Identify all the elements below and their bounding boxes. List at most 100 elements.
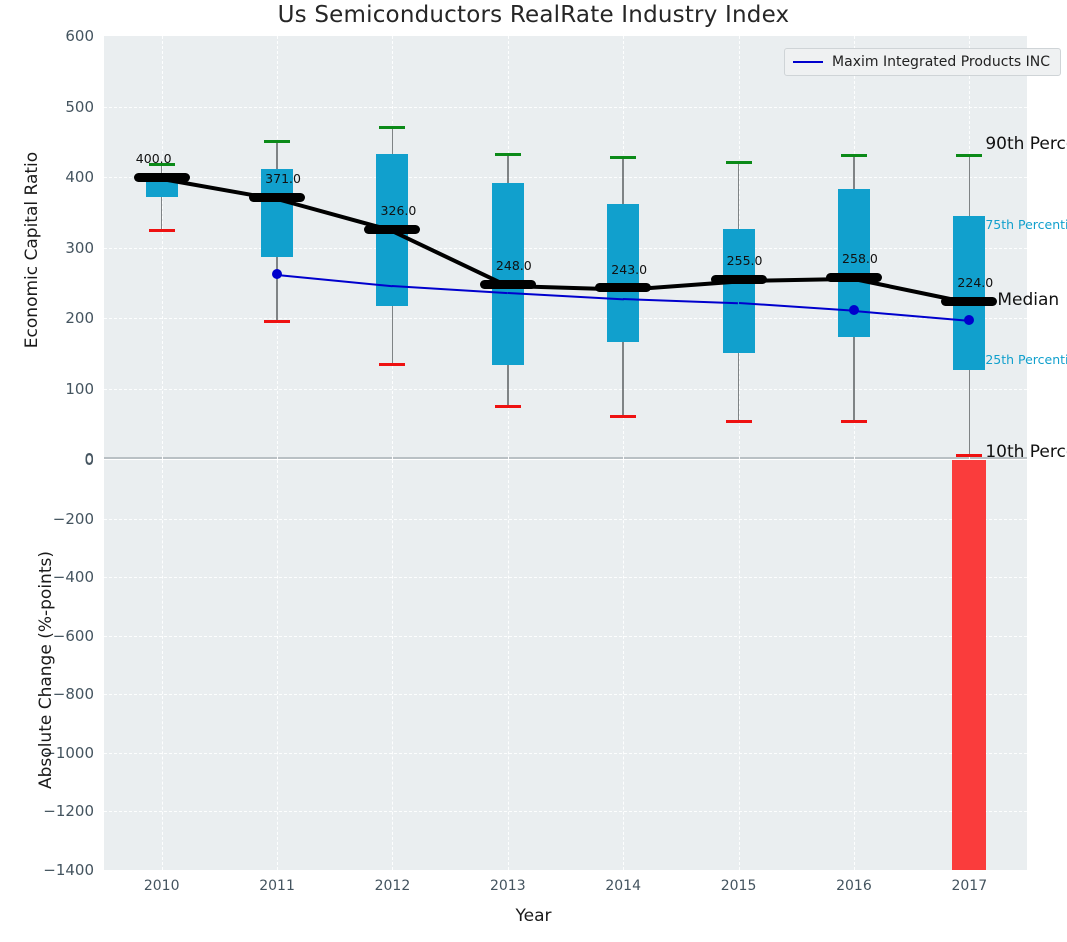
y-tick-label: −400 (52, 568, 94, 587)
panel-divider (104, 457, 1027, 459)
cap-10th-2012 (379, 363, 406, 367)
y-tick-label: −200 (52, 509, 94, 528)
legend[interactable]: Maxim Integrated Products INC (784, 48, 1061, 76)
panel-absolute-change (104, 460, 1027, 870)
cap-90th-2012 (379, 126, 406, 130)
cap-90th-2014 (610, 155, 637, 159)
chart-title: Us Semiconductors RealRate Industry Inde… (277, 2, 790, 28)
median-value-label-2014: 243.0 (611, 261, 648, 277)
annotation-median: Median (997, 290, 1060, 311)
y-tick-label: 200 (65, 309, 94, 327)
median-value-label-2015: 255.0 (726, 253, 763, 269)
y-tick-label: 400 (65, 168, 94, 186)
median-bar-2017 (941, 296, 998, 306)
median-bar-2013 (479, 279, 536, 289)
cap-90th-2013 (494, 152, 521, 156)
gridline-h (104, 694, 1027, 696)
x-tick-label-2014: 2014 (605, 878, 642, 894)
annotation-75th-percentile: 75th Percentile (985, 216, 1067, 232)
x-axis-label: Year (515, 906, 552, 926)
gridline-h (104, 388, 1027, 390)
box-2015 (722, 229, 755, 354)
company-line-marker (964, 315, 975, 326)
median-value-label-2011: 371.0 (265, 171, 301, 187)
y-axis-label-bottom: Absolute Change (%-points) (36, 551, 56, 789)
x-tick-label-2011: 2011 (259, 878, 295, 894)
gridline-v (277, 460, 279, 870)
x-tick-label-2015: 2015 (720, 878, 757, 894)
cap-10th-2015 (725, 420, 752, 424)
cap-90th-2011 (264, 140, 291, 144)
gridline-h (104, 318, 1027, 319)
annotation-25th-percentile: 25th Percentile (985, 352, 1067, 368)
company-line-marker (272, 268, 283, 279)
gridline-v (853, 460, 855, 870)
box-2011 (261, 169, 294, 257)
annotation-90th-percentile: 90th Percentile (985, 133, 1067, 154)
legend-label-company: Maxim Integrated Products INC (832, 54, 1050, 70)
cap-10th-2010 (148, 229, 175, 233)
gridline-h (104, 177, 1027, 178)
y-tick-label: 100 (65, 379, 94, 398)
gridline-h (104, 870, 1027, 871)
y-tick-label: −1400 (43, 861, 94, 879)
x-tick-label-2013: 2013 (489, 878, 526, 894)
gridline-v (161, 36, 163, 459)
whisker-2010 (160, 164, 163, 231)
cap-90th-2017 (956, 154, 983, 158)
median-bar-2012 (364, 224, 421, 234)
cap-90th-2016 (840, 154, 867, 158)
cap-10th-2011 (264, 320, 291, 324)
y-tick-label: 500 (65, 97, 94, 116)
median-bar-2014 (595, 283, 652, 293)
gridline-h (104, 247, 1027, 249)
x-tick-label-2010: 2010 (143, 878, 180, 894)
legend-swatch-company (793, 61, 824, 63)
cap-10th-2014 (610, 415, 637, 419)
cap-10th-2016 (840, 420, 867, 424)
box-2014 (607, 203, 640, 342)
gridline-v (392, 460, 394, 870)
median-value-label-2012: 326.0 (380, 203, 417, 219)
median-value-label-2017: 224.0 (957, 275, 994, 291)
median-bar-2016 (825, 272, 882, 282)
y-tick-label: −1200 (43, 802, 94, 821)
gridline-v (623, 460, 625, 870)
y-tick-label: −600 (52, 626, 94, 645)
negative-bar-2017 (952, 460, 987, 870)
cap-90th-2015 (725, 160, 752, 164)
median-bar-2015 (710, 274, 767, 284)
gridline-v (738, 460, 740, 870)
y-tick-label: −800 (52, 685, 94, 704)
company-line-marker (848, 305, 859, 316)
box-2017 (953, 215, 986, 371)
median-bar-2011 (249, 192, 306, 202)
median-value-label-2013: 248.0 (495, 258, 532, 274)
gridline-h (104, 459, 1027, 460)
y-tick-label: 600 (65, 27, 94, 45)
cap-90th-2010 (148, 162, 175, 166)
median-value-label-2010: 400.0 (135, 151, 172, 166)
gridline-h (104, 518, 1027, 520)
gridline-v (507, 460, 509, 870)
x-tick-label-2017: 2017 (951, 878, 988, 894)
gridline-h (104, 577, 1027, 579)
cap-10th-2017 (956, 453, 983, 457)
y-tick-label: 0 (84, 451, 94, 469)
gridline-h (104, 635, 1027, 637)
median-bar-2010 (133, 172, 190, 182)
box-2013 (491, 182, 524, 366)
x-tick-label-2016: 2016 (836, 878, 872, 894)
annotation-10th-percentile: 10th Percentile (985, 442, 1067, 463)
gridline-h (104, 106, 1027, 108)
y-tick-label: −1000 (43, 743, 94, 762)
gridline-h (104, 752, 1027, 754)
cap-10th-2013 (494, 404, 521, 408)
y-tick-label: 0 (84, 450, 94, 468)
box-2010 (145, 177, 178, 197)
gridline-h (104, 811, 1027, 813)
y-axis-label-top: Economic Capital Ratio (22, 151, 42, 349)
x-tick-label-2012: 2012 (374, 878, 411, 894)
y-tick-label: 300 (65, 238, 94, 257)
